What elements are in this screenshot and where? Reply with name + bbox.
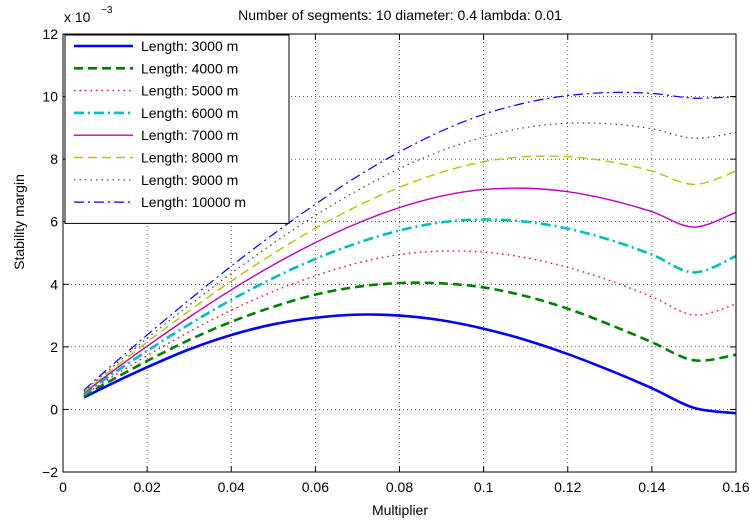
x-tick-label: 0.06 xyxy=(302,479,329,495)
legend: Length: 3000 m Length: 4000 m Length: 5000… xyxy=(64,34,290,224)
y-tick-labels: −2 0 2 4 6 8 10 12 xyxy=(42,26,58,480)
y-tick-label: 6 xyxy=(50,214,58,230)
y-axis-exponent-power: −3 xyxy=(101,5,113,16)
x-tick-label: 0.08 xyxy=(386,479,413,495)
x-tick-label: 0 xyxy=(59,479,67,495)
legend-label-5: Length: 7000 m xyxy=(141,127,238,143)
y-tick-label: −2 xyxy=(42,464,58,480)
y-axis-exponent: x 10 −3 xyxy=(64,5,113,25)
series-line-4 xyxy=(83,218,737,396)
legend-label-3: Length: 5000 m xyxy=(141,83,238,99)
x-tick-label: 0.14 xyxy=(638,479,665,495)
x-tick-label: 0.16 xyxy=(722,479,749,495)
chart-title: Number of segments: 10 diameter: 0.4 lam… xyxy=(238,7,562,23)
series-line-5 xyxy=(83,187,737,394)
series-layer xyxy=(83,91,737,415)
series-line-2 xyxy=(83,281,737,398)
x-tick-label: 0.1 xyxy=(474,479,494,495)
legend-label-2: Length: 4000 m xyxy=(141,60,238,76)
series-line-7 xyxy=(83,122,737,392)
y-tick-label: 2 xyxy=(50,339,58,355)
legend-label-1: Length: 3000 m xyxy=(141,38,238,54)
legend-label-6: Length: 8000 m xyxy=(141,150,238,166)
y-axis-label: Stability margin xyxy=(11,174,27,270)
legend-box xyxy=(64,34,290,224)
y-tick-label: 0 xyxy=(50,401,58,417)
y-tick-label: 4 xyxy=(50,276,58,292)
legend-label-7: Length: 9000 m xyxy=(141,172,238,188)
x-axis-label: Multiplier xyxy=(372,502,428,518)
legend-label-8: Length: 10000 m xyxy=(141,194,246,210)
legend-label-4: Length: 6000 m xyxy=(141,105,238,121)
series-line-8 xyxy=(83,91,737,391)
y-tick-label: 10 xyxy=(42,89,58,105)
series-line-6 xyxy=(83,155,737,393)
x-tick-label: 0.02 xyxy=(134,479,161,495)
series-line-1 xyxy=(83,313,737,415)
y-tick-label: 12 xyxy=(42,26,58,42)
y-axis-exponent-base: x 10 xyxy=(64,9,91,25)
y-tick-label: 8 xyxy=(50,151,58,167)
x-tick-label: 0.04 xyxy=(218,479,245,495)
x-tick-labels: 0 0.02 0.04 0.06 0.08 0.1 0.12 0.14 0.16 xyxy=(59,479,749,495)
x-tick-label: 0.12 xyxy=(554,479,581,495)
